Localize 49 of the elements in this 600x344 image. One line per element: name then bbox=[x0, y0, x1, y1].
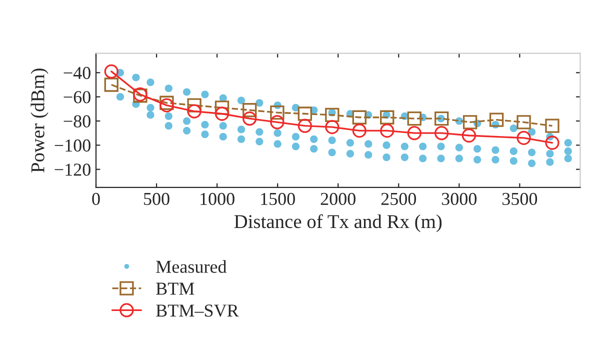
point bbox=[270, 105, 284, 120]
legend-label: Measured bbox=[156, 260, 227, 273]
point bbox=[325, 120, 340, 134]
point bbox=[160, 96, 174, 110]
point bbox=[545, 118, 560, 133]
y-tick-label: −60 bbox=[64, 91, 90, 104]
x-axis-title: Distance of Tx and Rx (m) bbox=[234, 214, 442, 232]
point bbox=[270, 115, 284, 130]
x-tick-label: 2000 bbox=[320, 192, 356, 206]
y-tick-label: −80 bbox=[64, 115, 90, 128]
point bbox=[462, 128, 476, 143]
point bbox=[516, 115, 531, 130]
point bbox=[242, 112, 257, 126]
y-tick-label: −120 bbox=[54, 164, 90, 176]
point bbox=[489, 112, 504, 127]
legend-label: BTM bbox=[156, 282, 194, 295]
point bbox=[214, 100, 230, 115]
point bbox=[325, 108, 340, 122]
point bbox=[160, 98, 174, 112]
x-tick-label: 3500 bbox=[502, 192, 538, 206]
point bbox=[214, 106, 230, 121]
point bbox=[407, 126, 422, 140]
point bbox=[462, 115, 478, 130]
x-tick-label: 1000 bbox=[200, 192, 234, 206]
point bbox=[434, 112, 449, 126]
point bbox=[545, 136, 560, 150]
point bbox=[407, 112, 422, 126]
y-axis-title: Power (dBm) bbox=[30, 68, 48, 172]
point bbox=[380, 124, 394, 138]
legend-label: BTM–SVR bbox=[156, 304, 239, 317]
x-tick-label: 500 bbox=[144, 192, 170, 206]
point bbox=[187, 104, 202, 118]
point bbox=[104, 64, 118, 79]
point bbox=[242, 103, 257, 118]
point bbox=[434, 126, 449, 140]
point bbox=[352, 110, 366, 124]
point bbox=[380, 110, 394, 124]
x-tick-label: 0 bbox=[92, 192, 100, 206]
point bbox=[187, 98, 202, 112]
y-tick-label: −100 bbox=[54, 139, 90, 152]
y-tick-label: −40 bbox=[64, 66, 90, 80]
point bbox=[298, 118, 312, 133]
x-tick-label: 3000 bbox=[442, 192, 477, 206]
point bbox=[352, 124, 366, 138]
point bbox=[298, 106, 312, 121]
x-tick-label: 1500 bbox=[261, 192, 295, 206]
x-tick-label: 2500 bbox=[381, 192, 416, 206]
point bbox=[516, 130, 531, 146]
point bbox=[104, 78, 118, 92]
